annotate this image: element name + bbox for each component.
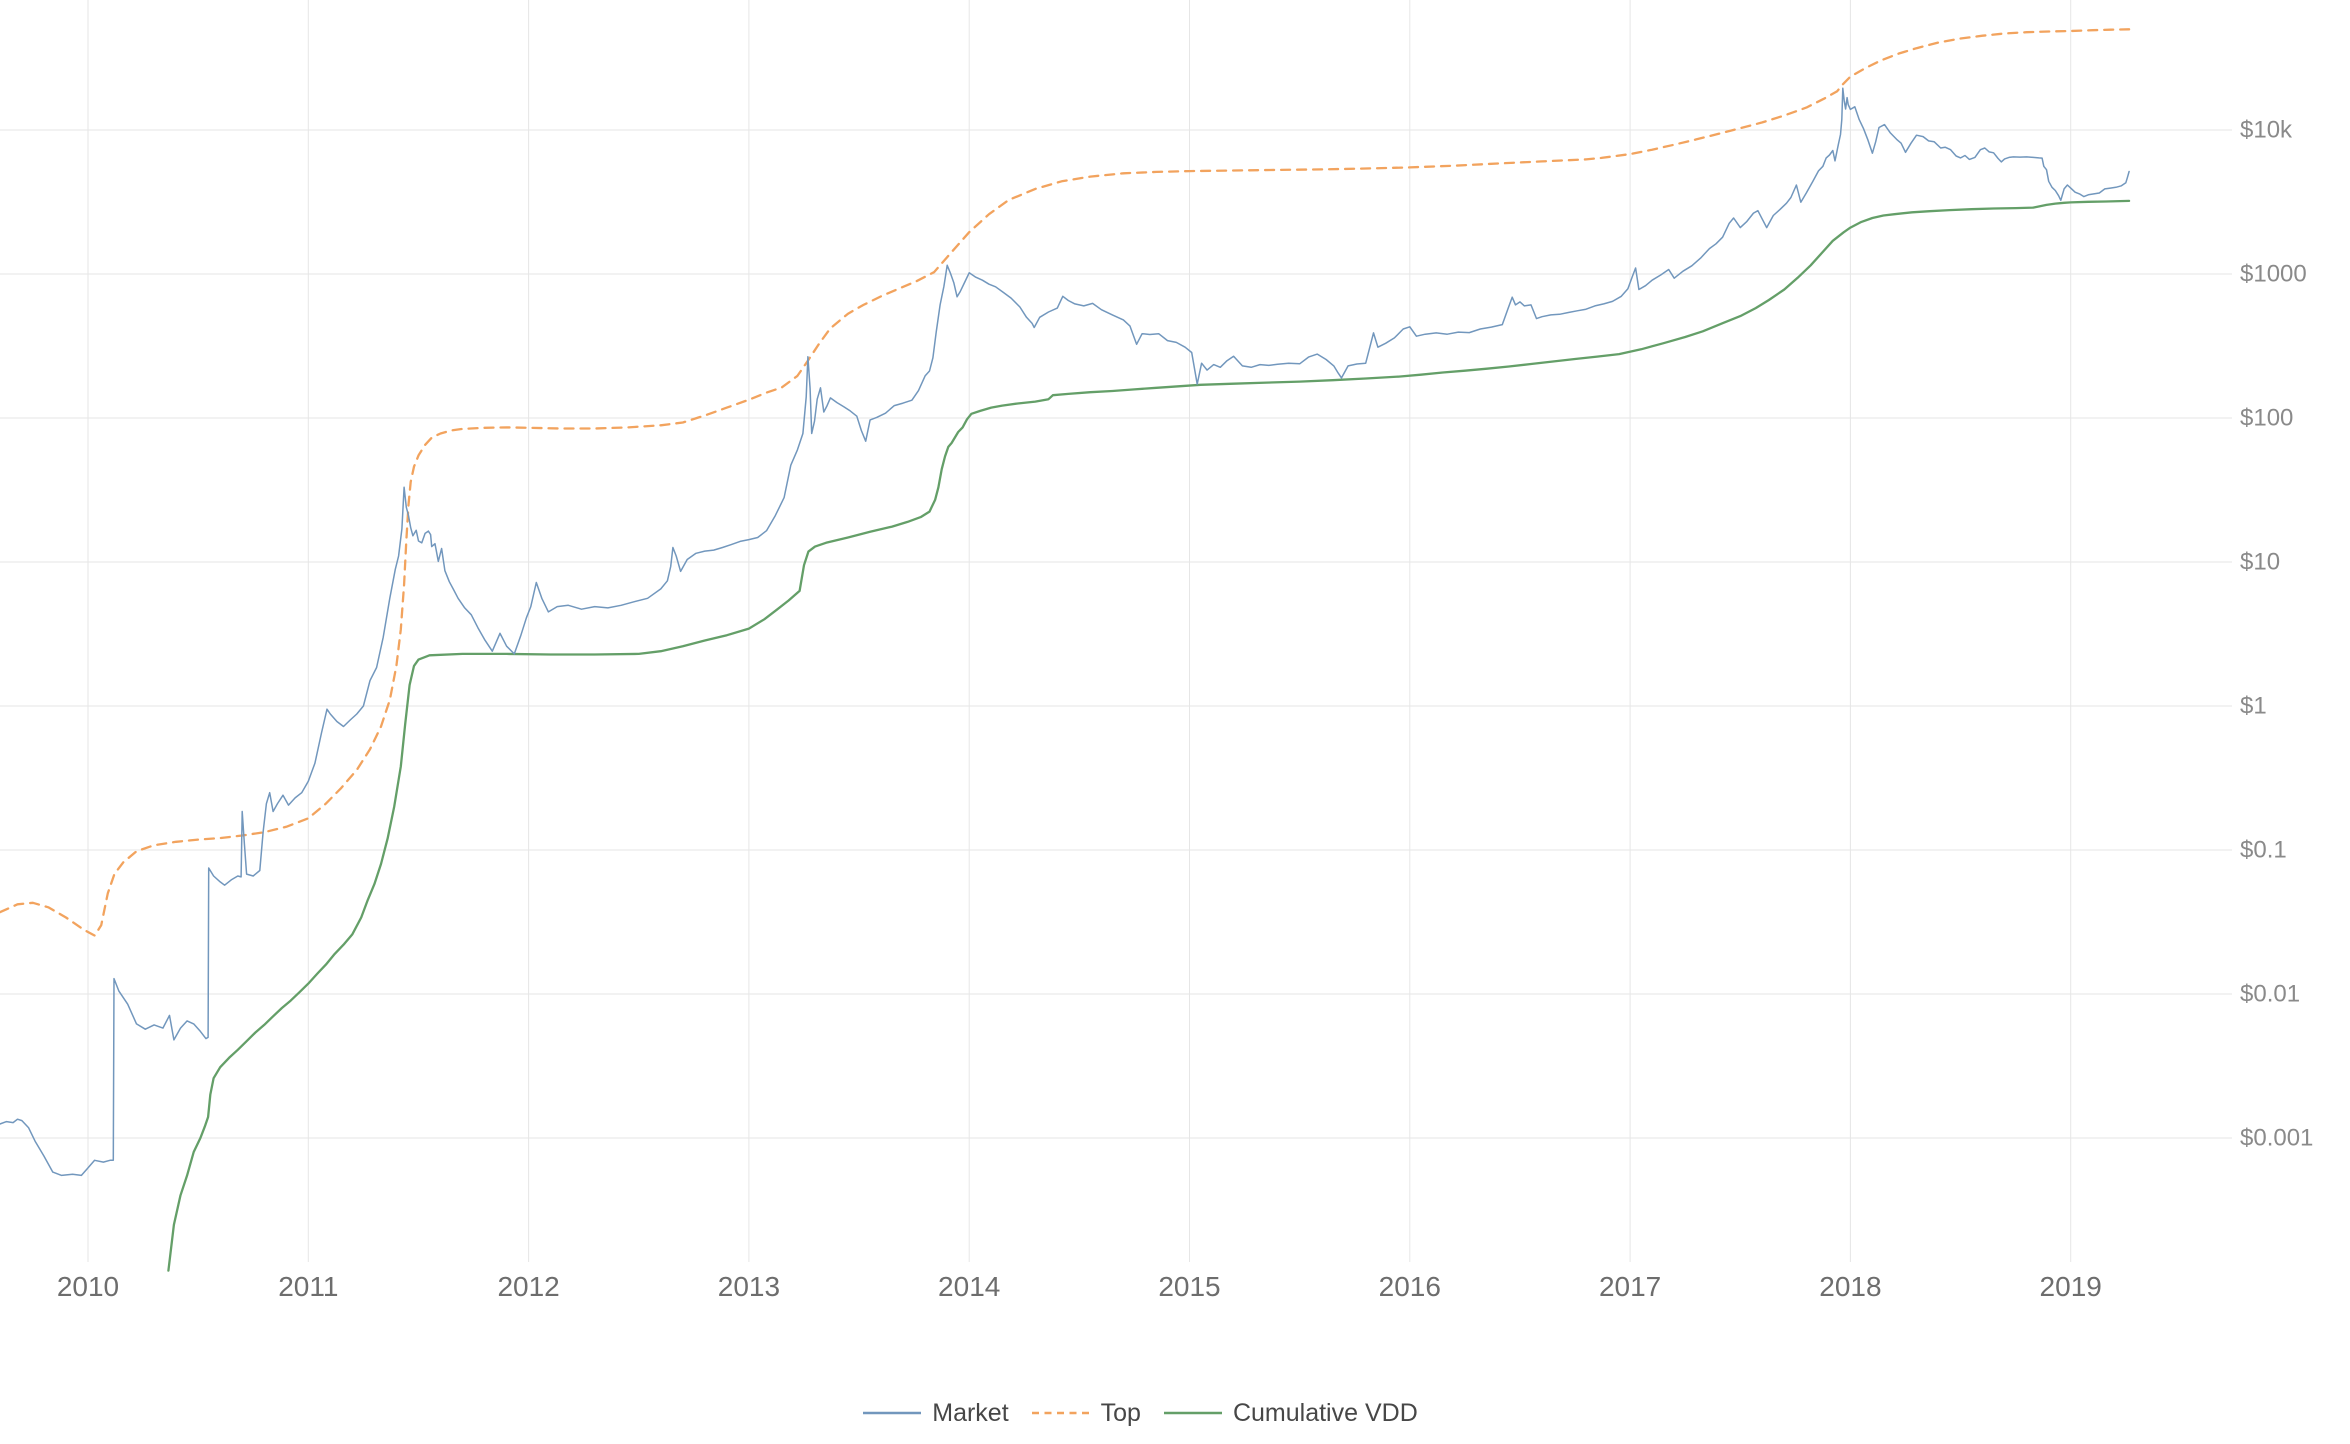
y-tick-$0.01: $0.01 xyxy=(2240,981,2300,1008)
legend-label-top: Top xyxy=(1100,1398,1141,1427)
legend-item-market[interactable]: Market xyxy=(862,1398,1009,1428)
market-line xyxy=(0,87,2130,1177)
y-tick-$0.001: $0.001 xyxy=(2240,1125,2313,1152)
x-tick-2013: 2013 xyxy=(718,1271,780,1302)
market-line-swatch xyxy=(863,1411,922,1415)
y-tick-$100: $100 xyxy=(2240,405,2293,432)
y-tick-$1000: $1000 xyxy=(2240,261,2307,288)
top-line-swatch xyxy=(1031,1411,1090,1415)
x-tick-2018: 2018 xyxy=(1819,1271,1881,1302)
legend-item-cumulative-vdd[interactable]: Cumulative VDD xyxy=(1163,1399,1418,1428)
chart-legend: Market Top Cumulative VDD xyxy=(0,1396,2280,1430)
y-axis-tick-labels: $10k $1000 $100 $10 $1 $0.1 $0.01 $0.001 xyxy=(2240,117,2313,1152)
series-lines xyxy=(0,28,2131,1272)
horizontal-gridlines xyxy=(0,129,2232,1139)
y-tick-$10: $10 xyxy=(2240,549,2280,576)
y-tick-$10k: $10k xyxy=(2240,117,2293,144)
x-tick-2012: 2012 xyxy=(497,1271,559,1302)
x-tick-2017: 2017 xyxy=(1599,1271,1661,1302)
x-tick-2014: 2014 xyxy=(938,1271,1000,1302)
cumulative-vdd-line-swatch xyxy=(1163,1411,1222,1415)
x-axis-tick-labels: 2010 2011 2012 2013 2014 2015 2016 2017 2018 2019 xyxy=(57,1271,2102,1302)
x-tick-2015: 2015 xyxy=(1158,1271,1220,1302)
legend-label-cumulative-vdd: Cumulative VDD xyxy=(1232,1398,1418,1427)
cumulative_vdd-line xyxy=(167,199,2131,1272)
legend-item-top[interactable]: Top xyxy=(1031,1399,1141,1428)
x-tick-2010: 2010 xyxy=(57,1271,119,1302)
top-line xyxy=(0,28,2131,937)
x-tick-2019: 2019 xyxy=(2040,1271,2102,1302)
y-tick-$1: $1 xyxy=(2240,693,2267,720)
x-tick-2016: 2016 xyxy=(1379,1271,1441,1302)
x-tick-2011: 2011 xyxy=(278,1271,338,1302)
vertical-gridlines xyxy=(87,0,2072,1262)
y-tick-$0.1: $0.1 xyxy=(2240,837,2287,864)
legend-label-market: Market xyxy=(932,1398,1009,1427)
